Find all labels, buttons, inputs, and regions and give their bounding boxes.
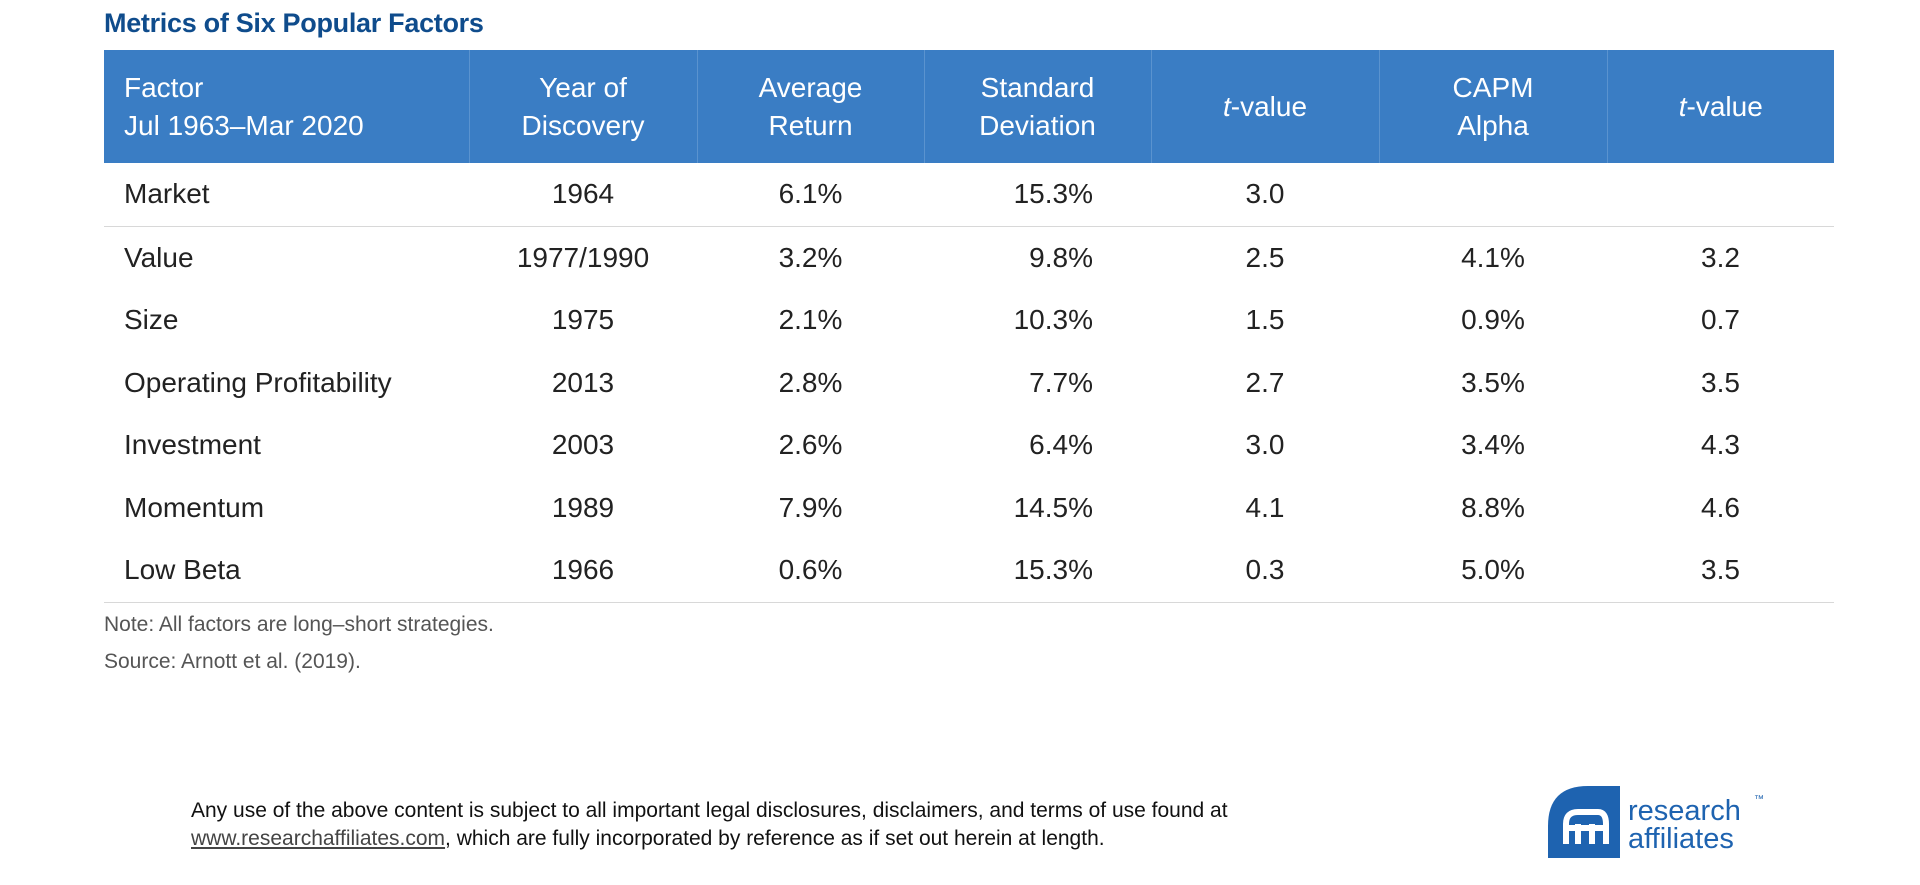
table-cell: 2.8% [778,366,843,398]
table-cell: 0.6% [697,539,924,603]
table-cell: 1989 [551,491,615,523]
table-row: Low Beta 1966 0.6% 15.3% 0.3 5.0% 3.5 [104,539,1834,603]
header-line: Year of [539,71,627,103]
table-cell: 3.5% [1461,366,1525,398]
table-cell: 3.2 [1701,241,1740,273]
table-cell [1379,163,1607,227]
factor-table: Factor Jul 1963–Mar 2020 Year of Discovery A… [104,50,1834,603]
table-cell: 3.2% [778,241,843,273]
header-line: Deviation [979,109,1096,141]
table-header: Factor Jul 1963–Mar 2020 Year of Discovery A… [104,50,1834,163]
table-cell: 9.8% [1029,241,1093,273]
logo-text: research [1628,795,1741,827]
table-cell: 5.0% [1379,539,1607,603]
table-cell: 14.5% [1013,491,1093,523]
table-cell: 4.3 [1701,429,1740,461]
header-text: -value [1230,90,1308,122]
table-cell: 2.1% [778,304,843,336]
table-cell: 2013 [551,366,615,398]
column-header: t-value [1606,50,1834,163]
table-cell: Low Beta [104,539,469,603]
table-cell: 6.4% [1029,429,1093,461]
footer-text: Any use of the above content is subject … [191,799,1228,822]
table-cell: 3.0 [1245,429,1285,461]
table-cell: 2.7 [1245,366,1285,398]
column-header: Standard Deviation [923,50,1151,163]
table-cell: 3.5 [1701,366,1740,398]
header-line: Return [768,109,853,141]
table-cell: 1975 [551,304,615,336]
table-cell: 3.4% [1461,429,1525,461]
table-cell: 0.3 [1151,539,1379,603]
table-cell: 2.5 [1245,241,1285,273]
title: Metrics of Six Popular Factors [104,8,484,38]
table-cell: 6.1% [697,163,924,227]
table-cell: 2003 [551,429,615,461]
table-cell: 8.8% [1461,491,1525,523]
table-cell: Operating Profitability [124,366,392,398]
footer-link[interactable]: www.researchaffiliates.com [191,827,446,850]
footer: Any use of the above content is subject … [191,797,1228,853]
column-header: Average Return [696,50,924,163]
logo-tm: ™ [1754,794,1764,805]
header-italic: t [1678,90,1687,122]
table-cell: 3.0 [1151,163,1379,227]
column-header: CAPM Alpha [1378,50,1607,163]
table-cell: 1977/1990 [516,241,650,273]
table-cell: Value [124,241,194,273]
table-cell: 1964 [469,163,697,227]
table-row: Value 1977/1990 3.2% 9.8% 2.5 4.1% 3.2 [104,226,1834,289]
column-header: t-value [1150,50,1379,163]
source: Source: Arnott et al. (2019). [104,650,361,673]
table-row: Market 1964 6.1% 15.3% 3.0 [104,163,1834,227]
table-cell: Market [104,163,469,227]
table-cell: 3.5 [1607,539,1834,603]
header-row: Factor Jul 1963–Mar 2020 Year of Discovery A… [104,50,1834,163]
logo-icon [1563,809,1609,844]
header-line: Average [758,71,863,103]
table-cell: Momentum [124,491,265,523]
logo-text: affiliates [1628,823,1734,855]
header-line: Alpha [1457,109,1529,141]
table-cell: 4.6 [1701,491,1740,523]
table-body: Market 1964 6.1% 15.3% 3.0 Value 1977/1990 3.2%… [104,163,1834,603]
note: Note: All factors are long–short strateg… [104,613,494,636]
table-row: Size 1975 2.1% 10.3% 1.5 0.9% 0.7 [104,289,1834,352]
header-line: Factor [124,71,204,103]
table-cell: 4.1% [1461,241,1525,273]
table-cell: 7.7% [1029,366,1093,398]
logo: research ™ affiliates [1548,786,1764,858]
table-cell [1607,163,1834,227]
table-row: Operating Profitability 2013 2.8% 7.7% 2.7 3.… [104,352,1834,415]
table-row: Momentum 1989 7.9% 14.5% 4.1 8.8% 4.6 [104,477,1834,540]
table-cell: 2.6% [778,429,843,461]
header-line: CAPM [1452,71,1534,103]
logo-mark [1548,786,1620,858]
table-cell: 1.5 [1245,304,1285,336]
table-cell: 7.9% [778,491,843,523]
table-cell: 1966 [469,539,697,603]
table-cell: Investment [124,429,261,461]
column-header: Factor Jul 1963–Mar 2020 [104,50,469,163]
column-header: Year of Discovery [468,50,697,163]
header-italic: t [1222,90,1231,122]
table-cell: 15.3% [924,163,1151,227]
table-cell: 10.3% [1013,304,1093,336]
table-cell: 15.3% [924,539,1151,603]
table-cell: Size [124,304,179,336]
table-cell: 0.9% [1461,304,1525,336]
header-line: Discovery [521,109,645,141]
table-cell: 4.1 [1245,491,1285,523]
header-line: Jul 1963–Mar 2020 [124,109,364,141]
footer-text: , which are fully incorporated by refere… [445,827,1105,850]
table-cell: 0.7 [1701,304,1740,336]
table-row: Investment 2003 2.6% 6.4% 3.0 3.4% 4.3 [104,414,1834,477]
header-text: -value [1686,90,1763,122]
header-line: Standard [980,71,1095,103]
